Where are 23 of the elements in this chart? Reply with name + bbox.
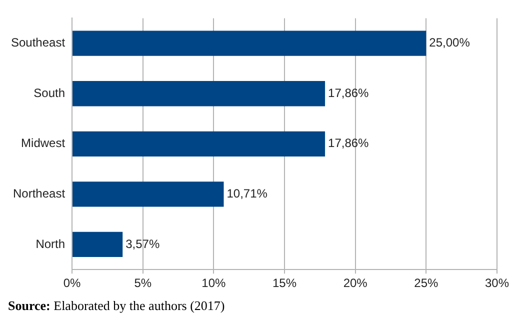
- x-tick-label: 15%: [272, 276, 297, 290]
- source-note: Source: Elaborated by the authors (2017): [8, 298, 225, 313]
- data-label: 25,00%: [429, 36, 470, 50]
- y-tick-label: Northeast: [13, 186, 66, 200]
- y-tick-label: Southeast: [10, 36, 66, 50]
- bar: [72, 131, 326, 156]
- bar: [72, 30, 426, 56]
- x-tick-label: 0%: [63, 276, 82, 290]
- x-tick-label: 10%: [202, 276, 226, 290]
- data-label: 3,57%: [126, 236, 160, 251]
- x-tick-label: 25%: [414, 276, 438, 290]
- bar: [72, 81, 326, 106]
- x-tick-label: 5%: [134, 276, 152, 290]
- y-tick-label: North: [36, 236, 66, 251]
- bar: [72, 232, 123, 258]
- data-label: 17,86%: [328, 86, 370, 100]
- y-tick-label: South: [34, 86, 66, 100]
- x-tick-label: 30%: [484, 276, 510, 290]
- y-tick-label: Midwest: [21, 136, 66, 150]
- data-label: 17,86%: [328, 136, 370, 150]
- data-label: 10,71%: [226, 186, 268, 200]
- x-tick-label: 20%: [343, 276, 368, 290]
- bar: [72, 182, 224, 207]
